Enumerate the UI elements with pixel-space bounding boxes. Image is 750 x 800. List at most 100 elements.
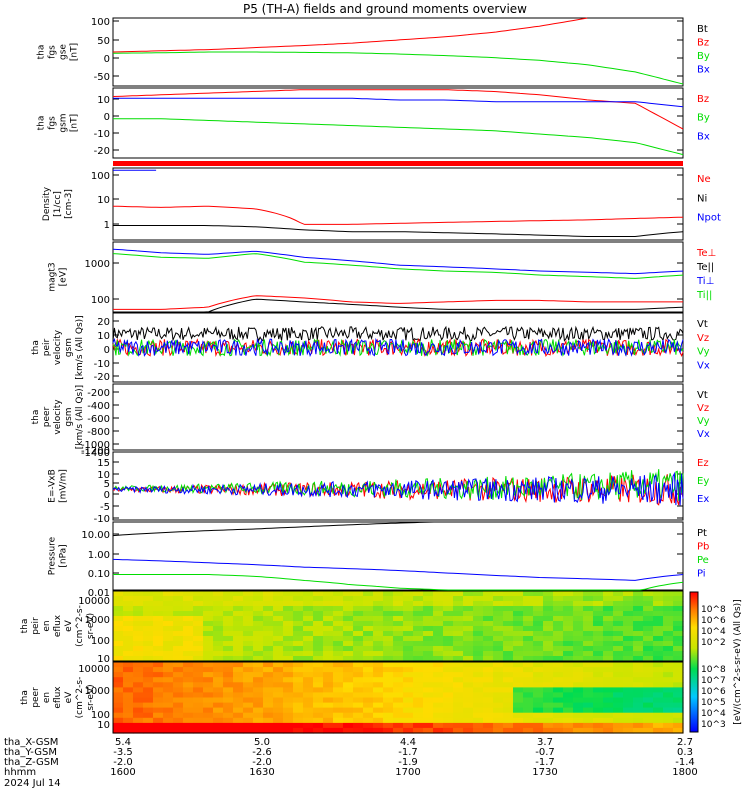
colorbar-segment bbox=[690, 633, 698, 635]
spectrogram-cell bbox=[163, 707, 174, 714]
spectrogram-cell bbox=[633, 651, 644, 657]
spectrogram-cell bbox=[383, 616, 394, 622]
spectrogram-cell bbox=[143, 727, 154, 734]
spectrogram-cell bbox=[183, 591, 194, 597]
spectrogram-cell bbox=[513, 667, 524, 673]
spectrogram-cell bbox=[123, 677, 134, 683]
spectrogram-cell bbox=[513, 591, 524, 597]
spectrogram-cell bbox=[633, 702, 644, 709]
spectrogram-cell bbox=[503, 687, 514, 694]
colorbar-segment bbox=[690, 651, 698, 653]
y-tick-label: -1400 bbox=[81, 448, 110, 459]
spectrogram-cell bbox=[423, 702, 434, 709]
colorbar-segment bbox=[690, 635, 698, 637]
spectrogram-cell bbox=[663, 687, 674, 694]
spectrogram-cell bbox=[253, 677, 264, 683]
spectrogram-cell bbox=[673, 707, 684, 714]
spectrogram-cell bbox=[403, 606, 414, 612]
spectrogram-cell bbox=[203, 682, 214, 688]
spectrogram-cell bbox=[253, 697, 264, 704]
spectrogram-cell bbox=[433, 687, 444, 694]
spectrogram-cell bbox=[553, 601, 564, 607]
series-line-Pt bbox=[112, 521, 444, 537]
y-tick-label: 0 bbox=[104, 345, 110, 356]
spectrogram-cell bbox=[293, 702, 304, 709]
spectrogram-cell bbox=[443, 717, 454, 724]
spectrogram-cell bbox=[263, 692, 274, 699]
spectrogram-cell bbox=[573, 646, 584, 652]
colorbar-label: 10^4 bbox=[701, 627, 726, 637]
x-axis-row-label: tha_X-GSM bbox=[4, 737, 58, 748]
spectrogram-cell bbox=[233, 687, 244, 694]
spectrogram-cell bbox=[633, 672, 644, 678]
spectrogram-cell bbox=[363, 667, 374, 673]
colorbar-segment bbox=[690, 697, 698, 699]
spectrogram-cell bbox=[343, 702, 354, 709]
spectrogram-cell bbox=[233, 677, 244, 683]
spectrogram-cell bbox=[493, 616, 504, 622]
spectrogram-cell bbox=[173, 651, 184, 657]
spectrogram-cell bbox=[133, 697, 144, 704]
spectrogram-cell bbox=[333, 611, 344, 617]
spectrogram-cell bbox=[273, 692, 284, 699]
spectrogram-cell bbox=[543, 692, 554, 699]
y-tick-label: 10000 bbox=[78, 596, 110, 607]
legend-Ez: Ez bbox=[697, 458, 709, 469]
spectrogram-cell bbox=[243, 606, 254, 612]
spectrogram-cell bbox=[393, 702, 404, 709]
spectrogram-cell bbox=[463, 722, 474, 729]
spectrogram-cell bbox=[533, 682, 544, 688]
spectrogram-cell bbox=[663, 616, 674, 622]
spectrogram-cell bbox=[373, 651, 384, 657]
spectrogram-cell bbox=[213, 656, 224, 662]
spectrogram-cell bbox=[673, 667, 684, 673]
spectrogram-cell bbox=[623, 687, 634, 694]
spectrogram-cell bbox=[133, 591, 144, 597]
spectrogram-cell bbox=[343, 591, 354, 597]
colorbar-segment bbox=[690, 641, 698, 643]
spectrogram-cell bbox=[473, 636, 484, 642]
spectrogram-cell bbox=[373, 621, 384, 627]
spectrogram-cell bbox=[113, 631, 124, 637]
spectrogram-cell bbox=[463, 677, 474, 683]
spectrogram-cell bbox=[293, 667, 304, 673]
spectrogram-cell bbox=[533, 651, 544, 657]
spectrogram-cell bbox=[583, 692, 594, 699]
spectrogram-cell bbox=[353, 626, 364, 632]
spectrogram-cell bbox=[563, 707, 574, 714]
colorbar-segment bbox=[690, 656, 698, 658]
spectrogram-cell bbox=[273, 667, 284, 673]
spectrogram-cell bbox=[603, 692, 614, 699]
spectrogram-cell bbox=[383, 631, 394, 637]
colorbar-segment bbox=[690, 657, 698, 659]
spectrogram-cell bbox=[153, 596, 164, 602]
spectrogram-cell bbox=[173, 692, 184, 699]
spectrogram-cell bbox=[243, 601, 254, 607]
spectrogram-cell bbox=[503, 656, 514, 662]
spectrogram-cell bbox=[663, 672, 674, 678]
colorbar-segment bbox=[690, 627, 698, 629]
y-axis-label: [km/s (All Qs)] bbox=[75, 315, 85, 379]
spectrogram-cell bbox=[333, 712, 344, 719]
spectrogram-cell bbox=[273, 631, 284, 637]
spectrogram-cell bbox=[233, 631, 244, 637]
spectrogram-cell bbox=[353, 672, 364, 678]
spectrogram-cell bbox=[593, 601, 604, 607]
spectrogram-cell bbox=[613, 672, 624, 678]
spectrogram-cell bbox=[223, 707, 234, 714]
colorbar-segment bbox=[690, 615, 698, 617]
colorbar-segment bbox=[690, 607, 698, 609]
spectrogram-cell bbox=[243, 656, 254, 662]
spectrogram-peer_eflux bbox=[112, 661, 684, 734]
spectrogram-cell bbox=[573, 631, 584, 637]
y-tick-label: 15 bbox=[97, 458, 110, 469]
spectrogram-cell bbox=[143, 651, 154, 657]
y-axis-label: peer bbox=[42, 406, 52, 427]
spectrogram-cell bbox=[343, 631, 354, 637]
spectrogram-cell bbox=[443, 712, 454, 719]
spectrogram-cell bbox=[363, 596, 374, 602]
spectrogram-cell bbox=[473, 692, 484, 699]
y-tick-label: -10 bbox=[94, 129, 110, 140]
spectrogram-cell bbox=[563, 697, 574, 704]
